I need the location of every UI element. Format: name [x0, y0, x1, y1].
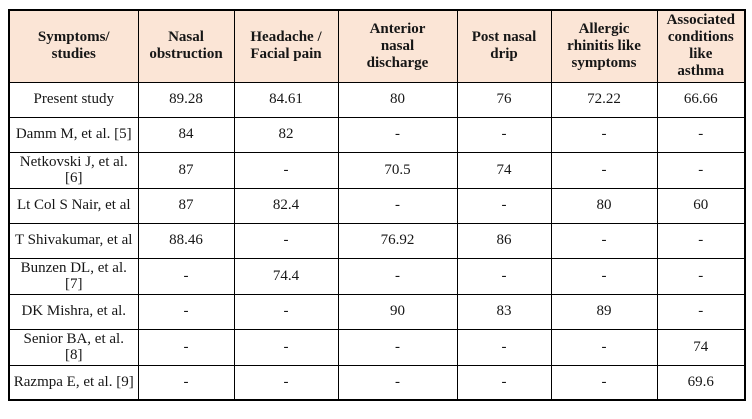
study-name-cell: DK Mishra, et al. [8, 293, 139, 330]
value-cell: - [456, 328, 552, 366]
value-cell: 74 [456, 151, 552, 189]
column-header-allergic-rhinitis: Allergic rhinitis like symptoms [550, 9, 658, 83]
value-cell: 69.6 [656, 364, 746, 401]
value-cell: - [550, 364, 658, 401]
value-cell: 83 [456, 293, 552, 330]
table-header: Symptoms/ studies Nasal obstruction Head… [8, 9, 746, 83]
study-name-cell: Razmpa E, et al. [9] [8, 364, 139, 401]
header-row: Symptoms/ studies Nasal obstruction Head… [8, 9, 746, 83]
value-cell: 87 [137, 187, 235, 224]
value-cell: - [233, 151, 339, 189]
value-cell: - [137, 293, 235, 330]
study-name-cell: T Shivakumar, et al [8, 222, 139, 259]
value-cell: 82 [233, 116, 339, 153]
value-cell: - [233, 222, 339, 259]
value-cell: 80 [337, 81, 458, 118]
table-row: Present study 89.28 84.61 80 76 72.22 66.66 [8, 81, 746, 118]
column-header-headache-facial-pain: Headache / Facial pain [233, 9, 339, 83]
value-cell: - [337, 328, 458, 366]
value-cell: - [550, 116, 658, 153]
value-cell: - [337, 257, 458, 295]
value-cell: 87 [137, 151, 235, 189]
value-cell: 82.4 [233, 187, 339, 224]
value-cell: 74 [656, 328, 746, 366]
value-cell: - [550, 328, 658, 366]
study-name-cell: Senior BA, et al. [8] [8, 328, 139, 366]
value-cell: 76 [456, 81, 552, 118]
value-cell: 84.61 [233, 81, 339, 118]
column-header-nasal-obstruction: Nasal obstruction [137, 9, 235, 83]
value-cell: 84 [137, 116, 235, 153]
value-cell: 90 [337, 293, 458, 330]
value-cell: - [656, 116, 746, 153]
value-cell: - [233, 364, 339, 401]
value-cell: - [656, 151, 746, 189]
value-cell: - [137, 364, 235, 401]
value-cell: - [137, 257, 235, 295]
value-cell: - [137, 328, 235, 366]
value-cell: - [337, 364, 458, 401]
table-row: DK Mishra, et al. - -90 83 89- [8, 293, 746, 330]
value-cell: 86 [456, 222, 552, 259]
column-header-associated-conditions: Associated conditions like asthma [656, 9, 746, 83]
column-header-anterior-nasal-discharge: Anterior nasal discharge [337, 9, 458, 83]
value-cell: - [456, 116, 552, 153]
symptoms-studies-comparison-table: Symptoms/ studies Nasal obstruction Head… [8, 9, 746, 401]
value-cell: - [656, 257, 746, 295]
value-cell: - [337, 187, 458, 224]
value-cell: - [656, 222, 746, 259]
table-row: Damm M, et al. [5] 84 82- - - - [8, 116, 746, 153]
value-cell: - [233, 328, 339, 366]
value-cell: 89.28 [137, 81, 235, 118]
value-cell: - [337, 116, 458, 153]
value-cell: 80 [550, 187, 658, 224]
value-cell: 60 [656, 187, 746, 224]
value-cell: - [233, 293, 339, 330]
value-cell: - [550, 151, 658, 189]
study-name-cell: Present study [8, 81, 139, 118]
value-cell: - [456, 257, 552, 295]
table-row: Razmpa E, et al. [9] - - - - -69.6 [8, 364, 746, 401]
value-cell: - [656, 293, 746, 330]
table-row: Lt Col S Nair, et al 87 82.4- -80 60 [8, 187, 746, 224]
value-cell: 74.4 [233, 257, 339, 295]
column-header-post-nasal-drip: Post nasal drip [456, 9, 552, 83]
value-cell: 66.66 [656, 81, 746, 118]
table-row: Senior BA, et al. [8] - - - - -74 [8, 328, 746, 366]
value-cell: 88.46 [137, 222, 235, 259]
table-row: Netkovski J, et al. [6] 87-70.5 74- - [8, 151, 746, 189]
study-name-cell: Damm M, et al. [5] [8, 116, 139, 153]
value-cell: 72.22 [550, 81, 658, 118]
study-name-cell: Netkovski J, et al. [6] [8, 151, 139, 189]
value-cell: 76.92 [337, 222, 458, 259]
value-cell: 70.5 [337, 151, 458, 189]
value-cell: - [456, 187, 552, 224]
table-row: T Shivakumar, et al 88.46-76.92 86- - [8, 222, 746, 259]
column-header-symptoms-studies: Symptoms/ studies [8, 9, 139, 83]
value-cell: - [550, 257, 658, 295]
study-name-cell: Bunzen DL, et al. [7] [8, 257, 139, 295]
study-name-cell: Lt Col S Nair, et al [8, 187, 139, 224]
value-cell: - [456, 364, 552, 401]
value-cell: - [550, 222, 658, 259]
value-cell: 89 [550, 293, 658, 330]
table-row: Bunzen DL, et al. [7] -74.4- - - - [8, 257, 746, 295]
table-body: Present study 89.28 84.61 80 76 72.22 66.66 Dam… [8, 81, 746, 401]
